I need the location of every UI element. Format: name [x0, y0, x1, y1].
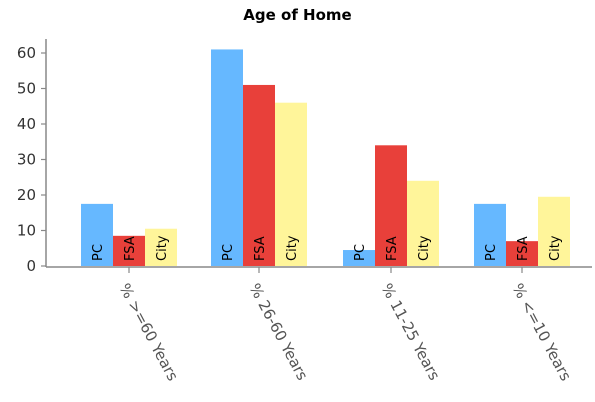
- bar-city: [275, 102, 307, 266]
- bar-fsa: [375, 145, 407, 266]
- y-tick-label: 0: [26, 257, 36, 275]
- bar-city: [145, 228, 177, 266]
- bar-series-label: City: [417, 235, 432, 261]
- bar-city: [538, 196, 570, 266]
- bar-series-label: PC: [484, 244, 499, 261]
- bar-series-label: FSA: [385, 236, 400, 261]
- bar-fsa: [506, 241, 538, 266]
- x-category-label: % >=60 Years: [115, 280, 181, 384]
- bar-series-label: City: [155, 235, 170, 261]
- bar-series-label: City: [285, 235, 300, 261]
- y-tick-label: 40: [17, 115, 36, 133]
- bar-pc: [343, 250, 375, 266]
- bar-series-label: City: [548, 235, 563, 261]
- bar-series-label: FSA: [253, 236, 268, 261]
- y-tick-label: 30: [17, 151, 36, 169]
- bar-series-label: PC: [221, 244, 236, 261]
- bar-series-label: PC: [353, 244, 368, 261]
- bar-city: [407, 180, 439, 266]
- x-category-label: % 26-60 Years: [245, 280, 311, 383]
- bar-fsa: [113, 235, 145, 266]
- bar-pc: [81, 203, 113, 266]
- y-tick-label: 50: [17, 80, 36, 98]
- bar-pc: [474, 203, 506, 266]
- x-category-label: % <=10 Years: [508, 280, 574, 384]
- y-tick-label: 20: [17, 186, 36, 204]
- x-category-label: % 11-25 Years: [377, 280, 443, 383]
- bar-series-label: FSA: [123, 236, 138, 261]
- y-tick-label: 60: [17, 44, 36, 62]
- bar-pc: [211, 49, 243, 267]
- bar-series-label: PC: [91, 244, 106, 261]
- bar-series-label: FSA: [516, 236, 531, 261]
- y-tick-label: 10: [17, 222, 36, 240]
- chart-title: Age of Home: [243, 6, 352, 24]
- bar-fsa: [243, 84, 275, 266]
